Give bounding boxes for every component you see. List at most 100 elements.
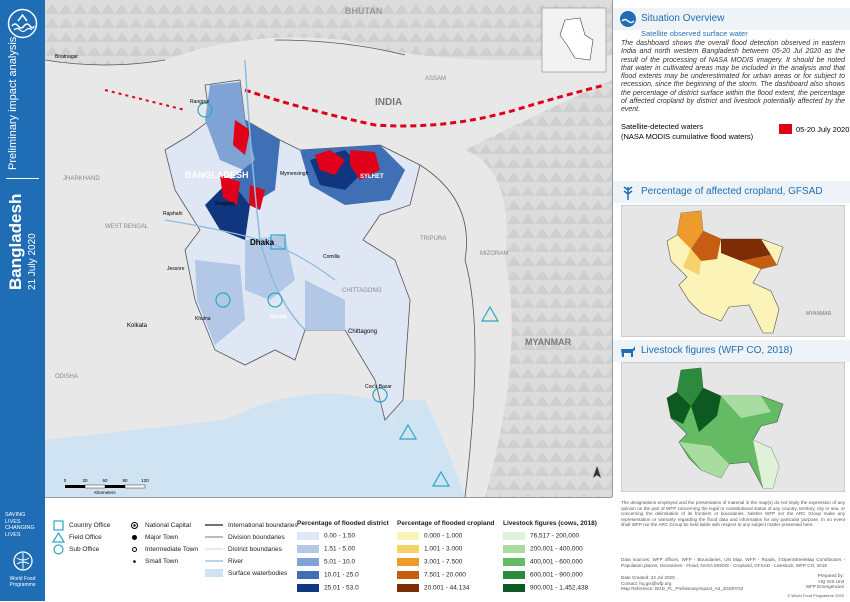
livestock-map	[621, 362, 845, 492]
legend-symbol-part	[133, 524, 136, 527]
class-label: 200,001 - 400,000	[530, 545, 583, 553]
river	[244, 59, 306, 331]
class-item: 25.01 - 53.0	[297, 584, 359, 592]
slogan: SAVING LIVES CHANGING LIVES	[5, 512, 35, 538]
meta: Date Created: 22 Jul 2020 Contact: hq.gi…	[621, 575, 771, 592]
class-label: 20.001 - 44.134	[424, 584, 470, 592]
class-item: 400,001 - 600,000	[503, 558, 583, 566]
legend-item: River	[205, 556, 243, 567]
district-shade	[305, 280, 345, 330]
class-item: 7.501 - 20.000	[397, 571, 466, 579]
class-label: 10.01 - 25.0	[324, 571, 359, 579]
legend: Country Office Field Office Sub Office Nati…	[45, 497, 612, 602]
scale-unit: Kilometers	[94, 490, 116, 495]
class-label: 400,001 - 600,000	[530, 558, 583, 566]
map-label: ASSAM	[425, 76, 446, 82]
legend-item: National Capital	[127, 520, 191, 531]
legend-symbol	[205, 524, 223, 526]
map-label: Biratnagar	[55, 54, 78, 60]
class-label: 76,517 - 200,000	[530, 532, 580, 540]
class-swatch	[503, 532, 525, 540]
disclaimer: The designations employed and the presen…	[621, 500, 845, 528]
legend-symbol	[205, 569, 223, 577]
waters-label-line: Satellite-detected waters	[621, 122, 704, 131]
legend-item: Major Town	[127, 532, 178, 543]
class-title: Percentage of flooded cropland	[397, 520, 495, 527]
map-label: Dhaka	[250, 238, 275, 247]
overview-subtitle: Satellite observed surface water	[641, 29, 748, 38]
legend-label: Field Office	[69, 534, 102, 541]
hills	[465, 80, 612, 497]
legend-symbol-part	[205, 569, 223, 577]
legend-item: Country Office	[51, 520, 110, 531]
legend-label: Division boundaries	[228, 534, 285, 541]
legend-item: Sub Office	[51, 544, 99, 555]
map-labels: BHUTAN INDIA BANGLADESH MYANMAR Dhaka Chittag…	[55, 6, 572, 390]
class-label: 3.001 - 7.500	[424, 558, 463, 566]
class-title: Livestock figures (cows, 2018)	[503, 520, 597, 527]
class-item: 1.001 - 3.000	[397, 545, 462, 553]
waters-period: 05-20 July 2020	[796, 125, 850, 134]
legend-label: River	[228, 558, 244, 565]
date: 21 July 2020	[27, 233, 38, 290]
scale-tick-label: 120	[141, 478, 149, 483]
map-label: MYANMAR	[525, 337, 572, 347]
legend-symbol-part	[133, 560, 136, 563]
map-label: MIZORAM	[480, 251, 508, 257]
map-label: Kolkata	[127, 323, 148, 329]
district-shade	[205, 180, 250, 240]
class-swatch	[397, 545, 419, 553]
class-item: 600,001 - 900,000	[503, 571, 583, 579]
legend-item: Division boundaries	[205, 532, 285, 543]
legend-item: District boundaries	[205, 544, 282, 555]
class-item: 900,001 - 1,452,438	[503, 584, 588, 592]
legend-symbol	[132, 535, 137, 540]
legend-symbol	[132, 547, 137, 552]
map-label: Sirajganj	[215, 201, 234, 207]
map-label: Mymensingh	[280, 171, 309, 177]
map-label: Chittagong	[348, 329, 377, 335]
office-symbols	[197, 102, 500, 487]
coast-water	[375, 400, 465, 497]
scale-tick-label: 0	[64, 478, 67, 483]
class-label: 900,001 - 1,452,438	[530, 584, 589, 592]
wfp-emblem	[13, 551, 33, 571]
map-label: Cox's Bazar	[365, 384, 392, 390]
cropland-header: Percentage of affected cropland, GFSAD	[613, 181, 850, 203]
class-label: 7.501 - 20.000	[424, 571, 466, 579]
scale-tick-label: 60	[102, 478, 108, 483]
class-swatch	[397, 558, 419, 566]
class-item: 10.01 - 25.0	[297, 571, 359, 579]
map-label: INDIA	[375, 97, 402, 108]
scale-tick-label: 30	[82, 478, 88, 483]
legend-symbol	[53, 520, 64, 531]
class-label: 1.001 - 3.000	[424, 545, 463, 553]
legend-symbol	[205, 548, 223, 550]
district-shade	[230, 120, 280, 205]
class-swatch	[297, 584, 319, 592]
class-label: 600,001 - 900,000	[530, 571, 583, 579]
scale-tick-label: 90	[122, 478, 128, 483]
overview-header: Situation Overview	[613, 8, 850, 30]
overview-text: The dashboard shows the overall flood de…	[621, 40, 845, 114]
legend-symbol-part	[132, 535, 137, 540]
legend-symbol	[205, 536, 223, 538]
legend-item: Intermediate Town	[127, 544, 198, 555]
wfp-icon	[7, 8, 38, 39]
class-swatch	[297, 545, 319, 553]
class-label: 1.51 - 5.00	[324, 545, 356, 553]
crop-icon	[623, 186, 633, 200]
class-item: 20.001 - 44.134	[397, 584, 470, 592]
flood-waters	[104, 83, 606, 210]
divider	[6, 178, 39, 179]
title: Bangladesh	[6, 193, 25, 290]
prepared: Prepared by: HQ GIS Unit WFP Emergencies	[806, 573, 844, 590]
reference: Map Reference: BGD_FL_PreliminaryImpact_…	[621, 586, 744, 592]
map-label: Khulna	[195, 316, 211, 322]
map-label: CHITTAGONG	[342, 288, 382, 294]
legend-label: Sub Office	[69, 546, 100, 553]
sidebar: Preliminary impact analysis Bangladesh 2…	[0, 0, 45, 601]
bay-of-bengal	[45, 393, 435, 497]
legend-symbol	[51, 531, 66, 543]
